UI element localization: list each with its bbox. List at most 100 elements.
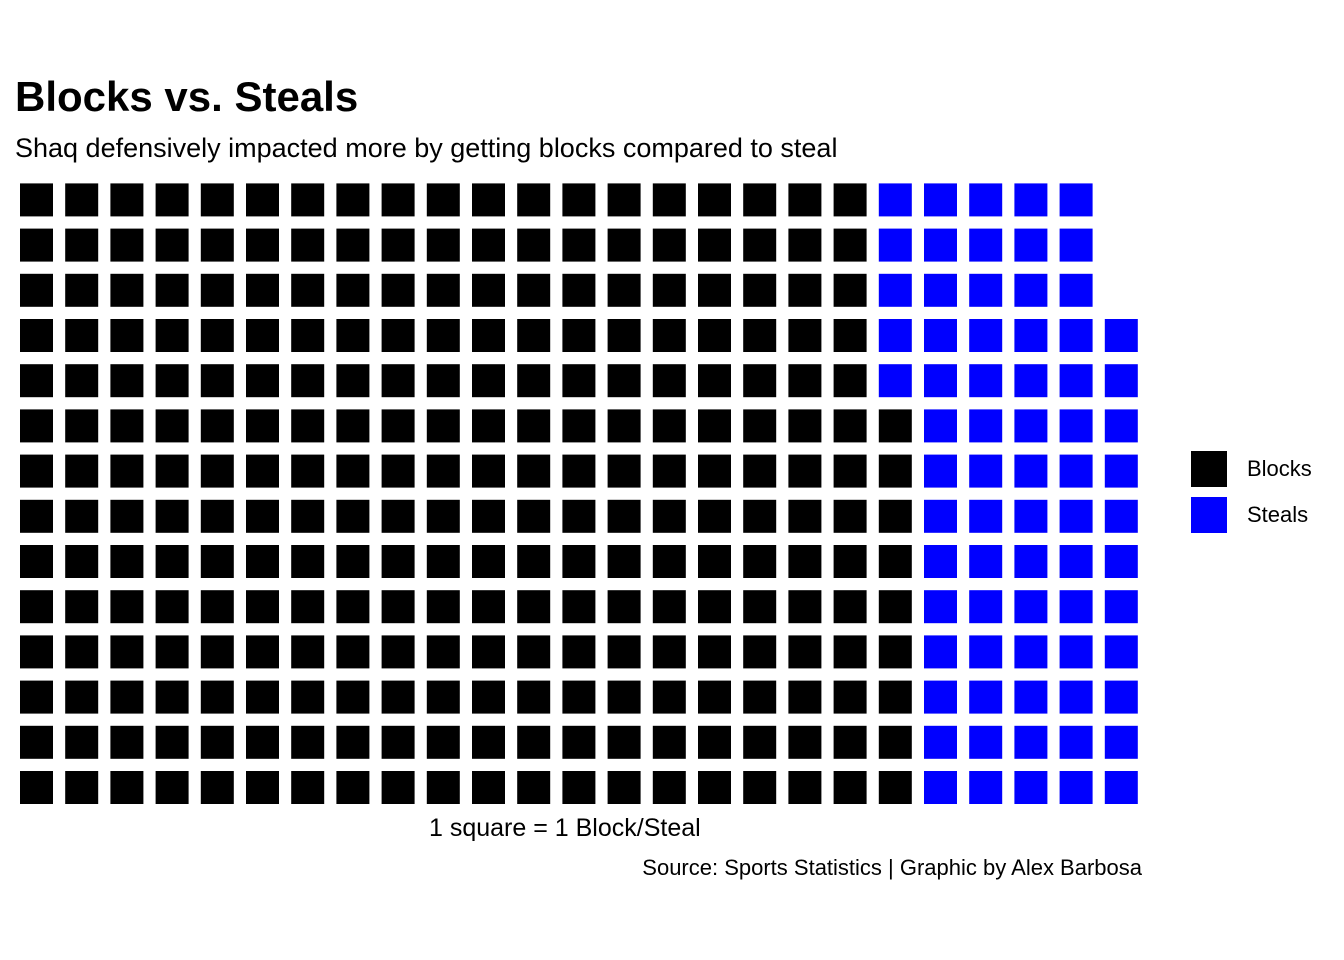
- blocks-square: [472, 454, 505, 488]
- blocks-square: [562, 319, 596, 352]
- blocks-square: [652, 680, 686, 714]
- blocks-square: [652, 409, 686, 443]
- blocks-square: [652, 454, 686, 488]
- blocks-square: [65, 725, 99, 759]
- steals-square: [1014, 771, 1048, 804]
- blocks-square: [20, 183, 53, 217]
- steals-square: [1104, 771, 1138, 804]
- blocks-square: [291, 635, 325, 669]
- blocks-square: [743, 590, 777, 624]
- blocks-square: [607, 409, 641, 443]
- blocks-square: [155, 454, 189, 488]
- blocks-square: [607, 454, 641, 488]
- blocks-square: [878, 725, 912, 759]
- blocks-square: [155, 183, 189, 217]
- blocks-square: [698, 364, 731, 398]
- steals-square: [1104, 454, 1138, 488]
- blocks-square: [517, 228, 551, 262]
- blocks-square: [698, 319, 731, 352]
- blocks-square: [336, 364, 370, 398]
- blocks-square: [110, 499, 144, 533]
- blocks-square: [65, 273, 99, 307]
- blocks-square: [833, 409, 867, 443]
- steals-square: [924, 545, 957, 578]
- blocks-square: [155, 771, 189, 804]
- blocks-square: [698, 590, 731, 624]
- blocks-square: [517, 545, 551, 578]
- blocks-square: [788, 545, 822, 578]
- blocks-square: [788, 228, 822, 262]
- blocks-square: [472, 319, 505, 352]
- steals-square: [924, 499, 957, 533]
- blocks-square: [833, 545, 867, 578]
- blocks-square: [698, 725, 731, 759]
- blocks-square: [291, 319, 325, 352]
- blocks-square: [652, 364, 686, 398]
- blocks-square: [20, 454, 53, 488]
- blocks-square: [562, 364, 596, 398]
- blocks-square: [426, 545, 460, 578]
- blocks-square: [833, 273, 867, 307]
- blocks-square: [65, 590, 99, 624]
- blocks-square: [878, 499, 912, 533]
- blocks-square: [110, 409, 144, 443]
- blocks-square: [833, 319, 867, 352]
- blocks-square: [517, 499, 551, 533]
- blocks-square: [291, 725, 325, 759]
- blocks-square: [743, 499, 777, 533]
- blocks-square: [788, 590, 822, 624]
- blocks-square: [65, 454, 99, 488]
- steals-square: [924, 771, 957, 804]
- blocks-square: [607, 771, 641, 804]
- blocks-square: [878, 635, 912, 669]
- blocks-square: [562, 454, 596, 488]
- blocks-square: [200, 771, 234, 804]
- blocks-square: [788, 319, 822, 352]
- steals-square: [924, 228, 957, 262]
- blocks-square: [291, 545, 325, 578]
- blocks-square: [517, 273, 551, 307]
- blocks-square: [652, 771, 686, 804]
- blocks-square: [65, 183, 99, 217]
- steals-square: [1014, 364, 1048, 398]
- blocks-square: [607, 364, 641, 398]
- blocks-square: [878, 545, 912, 578]
- steals-square: [969, 590, 1003, 624]
- steals-square: [1014, 273, 1048, 307]
- blocks-square: [65, 680, 99, 714]
- blocks-square: [200, 499, 234, 533]
- steals-square: [969, 635, 1003, 669]
- steals-square: [1104, 635, 1138, 669]
- blocks-square: [381, 454, 415, 488]
- steals-square: [1104, 725, 1138, 759]
- blocks-square: [246, 725, 279, 759]
- blocks-square: [698, 771, 731, 804]
- blocks-square: [65, 545, 99, 578]
- blocks-square: [517, 680, 551, 714]
- blocks-square: [472, 183, 505, 217]
- steals-square: [1014, 454, 1048, 488]
- blocks-square: [472, 545, 505, 578]
- blocks-square: [381, 228, 415, 262]
- blocks-square: [743, 364, 777, 398]
- blocks-square: [517, 183, 551, 217]
- blocks-square: [426, 635, 460, 669]
- steals-square: [969, 228, 1003, 262]
- blocks-square: [200, 590, 234, 624]
- blocks-square: [246, 545, 279, 578]
- blocks-square: [607, 228, 641, 262]
- blocks-square: [110, 319, 144, 352]
- blocks-square: [381, 409, 415, 443]
- blocks-square: [652, 635, 686, 669]
- steals-square: [1059, 183, 1093, 217]
- blocks-square: [246, 228, 279, 262]
- blocks-square: [291, 590, 325, 624]
- steals-square: [1014, 590, 1048, 624]
- blocks-square: [472, 771, 505, 804]
- blocks-square: [65, 228, 99, 262]
- blocks-square: [562, 771, 596, 804]
- blocks-square: [426, 273, 460, 307]
- blocks-square: [426, 319, 460, 352]
- steals-square: [1059, 635, 1093, 669]
